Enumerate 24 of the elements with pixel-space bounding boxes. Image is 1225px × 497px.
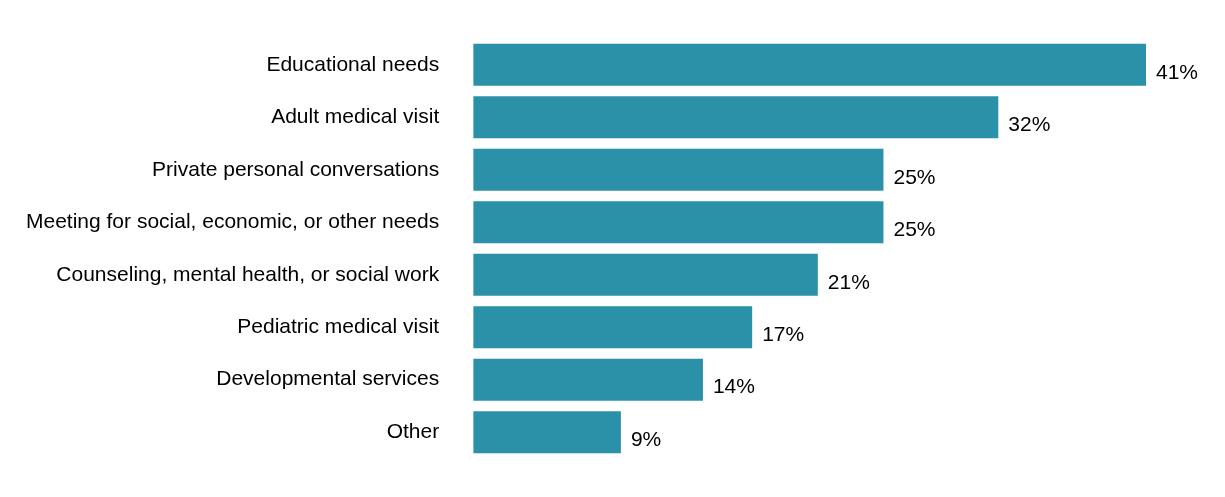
y-tick-label: Developmental services <box>216 366 440 390</box>
y-tick-label: Private personal conversations <box>152 156 440 180</box>
data-label: 21% <box>827 269 870 293</box>
bar <box>473 43 1146 86</box>
y-tick-label: Educational needs <box>266 51 440 75</box>
data-label: 32% <box>1008 112 1051 136</box>
y-tick-label: Counseling, mental health, or social work <box>56 261 440 285</box>
bar <box>473 201 884 244</box>
bar <box>473 96 999 139</box>
bar <box>473 306 753 349</box>
bar <box>473 148 884 191</box>
data-label: 9% <box>630 426 662 450</box>
data-label: 25% <box>893 217 936 241</box>
y-tick-label: Other <box>386 418 440 442</box>
data-label: 14% <box>712 374 755 398</box>
data-label: 17% <box>762 322 805 346</box>
bar <box>473 358 703 401</box>
y-tick-label: Pediatric medical visit <box>237 314 440 338</box>
y-tick-label: Adult medical visit <box>271 104 440 128</box>
data-label: 41% <box>1156 59 1199 83</box>
bar <box>473 411 621 454</box>
y-tick-label: Meeting for social, economic, or other needs <box>25 209 440 233</box>
data-label: 25% <box>893 164 936 188</box>
bar <box>473 253 818 296</box>
